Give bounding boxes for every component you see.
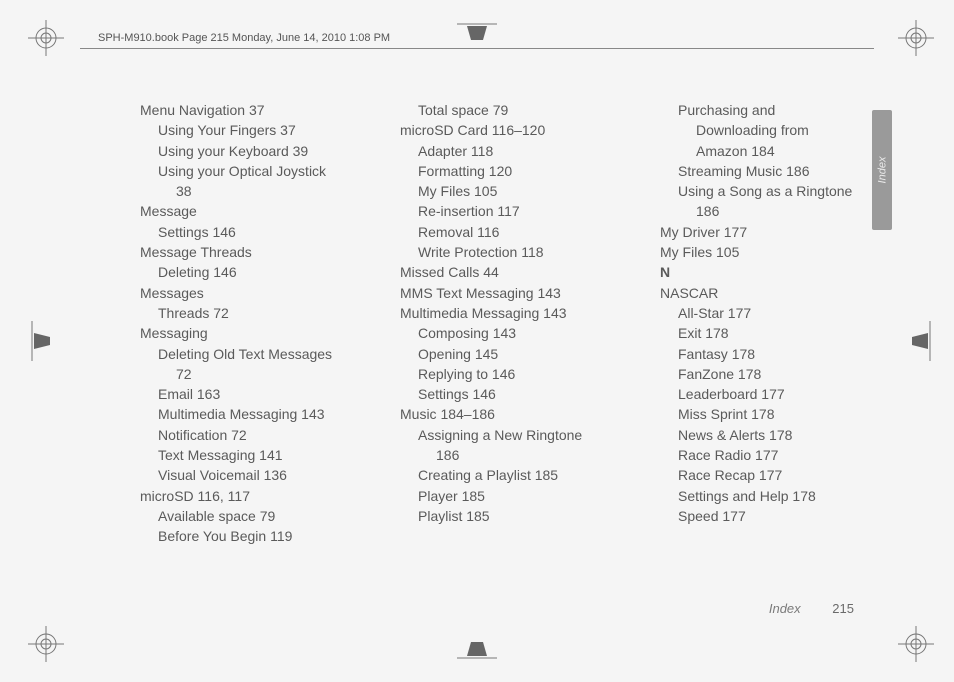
index-entry: Using your Keyboard 39 bbox=[140, 141, 390, 161]
index-entry: News & Alerts 178 bbox=[660, 425, 910, 445]
index-entry: Write Protection 118 bbox=[400, 242, 650, 262]
page: SPH-M910.book Page 215 Monday, June 14, … bbox=[0, 0, 954, 682]
index-entry: Miss Sprint 178 bbox=[660, 404, 910, 424]
index-entry: Using your Optical Joystick bbox=[140, 161, 390, 181]
footer: Index 215 bbox=[769, 601, 854, 616]
index-entry: Opening 145 bbox=[400, 344, 650, 364]
header-rule bbox=[80, 48, 874, 49]
index-entry: Deleting Old Text Messages bbox=[140, 344, 390, 364]
cropmark-bottom-left bbox=[28, 626, 64, 662]
index-entry: My Files 105 bbox=[660, 242, 910, 262]
index-entry: Before You Begin 119 bbox=[140, 526, 390, 546]
index-entry: Email 163 bbox=[140, 384, 390, 404]
index-section-letter: N bbox=[660, 262, 910, 282]
index-entry: microSD 116, 117 bbox=[140, 486, 390, 506]
index-entry: All-Star 177 bbox=[660, 303, 910, 323]
index-entry: Messaging bbox=[140, 323, 390, 343]
index-entry: Multimedia Messaging 143 bbox=[140, 404, 390, 424]
index-entry: Fantasy 178 bbox=[660, 344, 910, 364]
side-tab: Index bbox=[872, 110, 892, 230]
index-entry: Player 185 bbox=[400, 486, 650, 506]
index-entry: Missed Calls 44 bbox=[400, 262, 650, 282]
index-entry: FanZone 178 bbox=[660, 364, 910, 384]
cropmark-top-mid bbox=[457, 20, 497, 44]
index-entry: Re-insertion 117 bbox=[400, 201, 650, 221]
index-entry: Text Messaging 141 bbox=[140, 445, 390, 465]
index-entry: Deleting 146 bbox=[140, 262, 390, 282]
index-entry: Creating a Playlist 185 bbox=[400, 465, 650, 485]
index-entry: MMS Text Messaging 143 bbox=[400, 283, 650, 303]
index-entry: Settings and Help 178 bbox=[660, 486, 910, 506]
index-entry: Menu Navigation 37 bbox=[140, 100, 390, 120]
index-entry: Assigning a New Ringtone bbox=[400, 425, 650, 445]
index-entry: Notification 72 bbox=[140, 425, 390, 445]
index-entry: microSD Card 116–120 bbox=[400, 120, 650, 140]
index-entry: Race Radio 177 bbox=[660, 445, 910, 465]
header-text: SPH-M910.book Page 215 Monday, June 14, … bbox=[92, 32, 396, 44]
index-entry: 38 bbox=[140, 181, 390, 201]
index-entry: 186 bbox=[400, 445, 650, 465]
index-entry: NASCAR bbox=[660, 283, 910, 303]
cropmark-top-right bbox=[898, 20, 934, 56]
index-entry: Removal 116 bbox=[400, 222, 650, 242]
index-entry: Exit 178 bbox=[660, 323, 910, 343]
index-entry: 72 bbox=[140, 364, 390, 384]
cropmark-left-mid bbox=[28, 321, 58, 361]
index-col-2: Total space 79microSD Card 116–120Adapte… bbox=[400, 100, 650, 560]
index-entry: Visual Voicemail 136 bbox=[140, 465, 390, 485]
index-entry: Messages bbox=[140, 283, 390, 303]
index-entry: Message Threads bbox=[140, 242, 390, 262]
index-entry: Race Recap 177 bbox=[660, 465, 910, 485]
side-tab-label: Index bbox=[876, 157, 888, 184]
index-entry: Threads 72 bbox=[140, 303, 390, 323]
cropmark-top-left bbox=[28, 20, 64, 56]
index-entry: Replying to 146 bbox=[400, 364, 650, 384]
index-entry: Formatting 120 bbox=[400, 161, 650, 181]
index-entry: Composing 143 bbox=[400, 323, 650, 343]
index-entry: Using Your Fingers 37 bbox=[140, 120, 390, 140]
index-entry: Music 184–186 bbox=[400, 404, 650, 424]
index-columns: Menu Navigation 37Using Your Fingers 37U… bbox=[140, 100, 910, 560]
index-entry: Settings 146 bbox=[140, 222, 390, 242]
index-entry: Speed 177 bbox=[660, 506, 910, 526]
index-entry: Leaderboard 177 bbox=[660, 384, 910, 404]
cropmark-bottom-right bbox=[898, 626, 934, 662]
index-entry: My Files 105 bbox=[400, 181, 650, 201]
index-entry: Message bbox=[140, 201, 390, 221]
footer-page: 215 bbox=[832, 601, 854, 616]
index-entry: Total space 79 bbox=[400, 100, 650, 120]
cropmark-bottom-mid bbox=[457, 638, 497, 662]
index-entry: Adapter 118 bbox=[400, 141, 650, 161]
index-entry: Available space 79 bbox=[140, 506, 390, 526]
footer-label: Index bbox=[769, 601, 801, 616]
index-entry: Settings 146 bbox=[400, 384, 650, 404]
index-entry: Multimedia Messaging 143 bbox=[400, 303, 650, 323]
index-col-1: Menu Navigation 37Using Your Fingers 37U… bbox=[140, 100, 390, 560]
index-entry: Playlist 185 bbox=[400, 506, 650, 526]
